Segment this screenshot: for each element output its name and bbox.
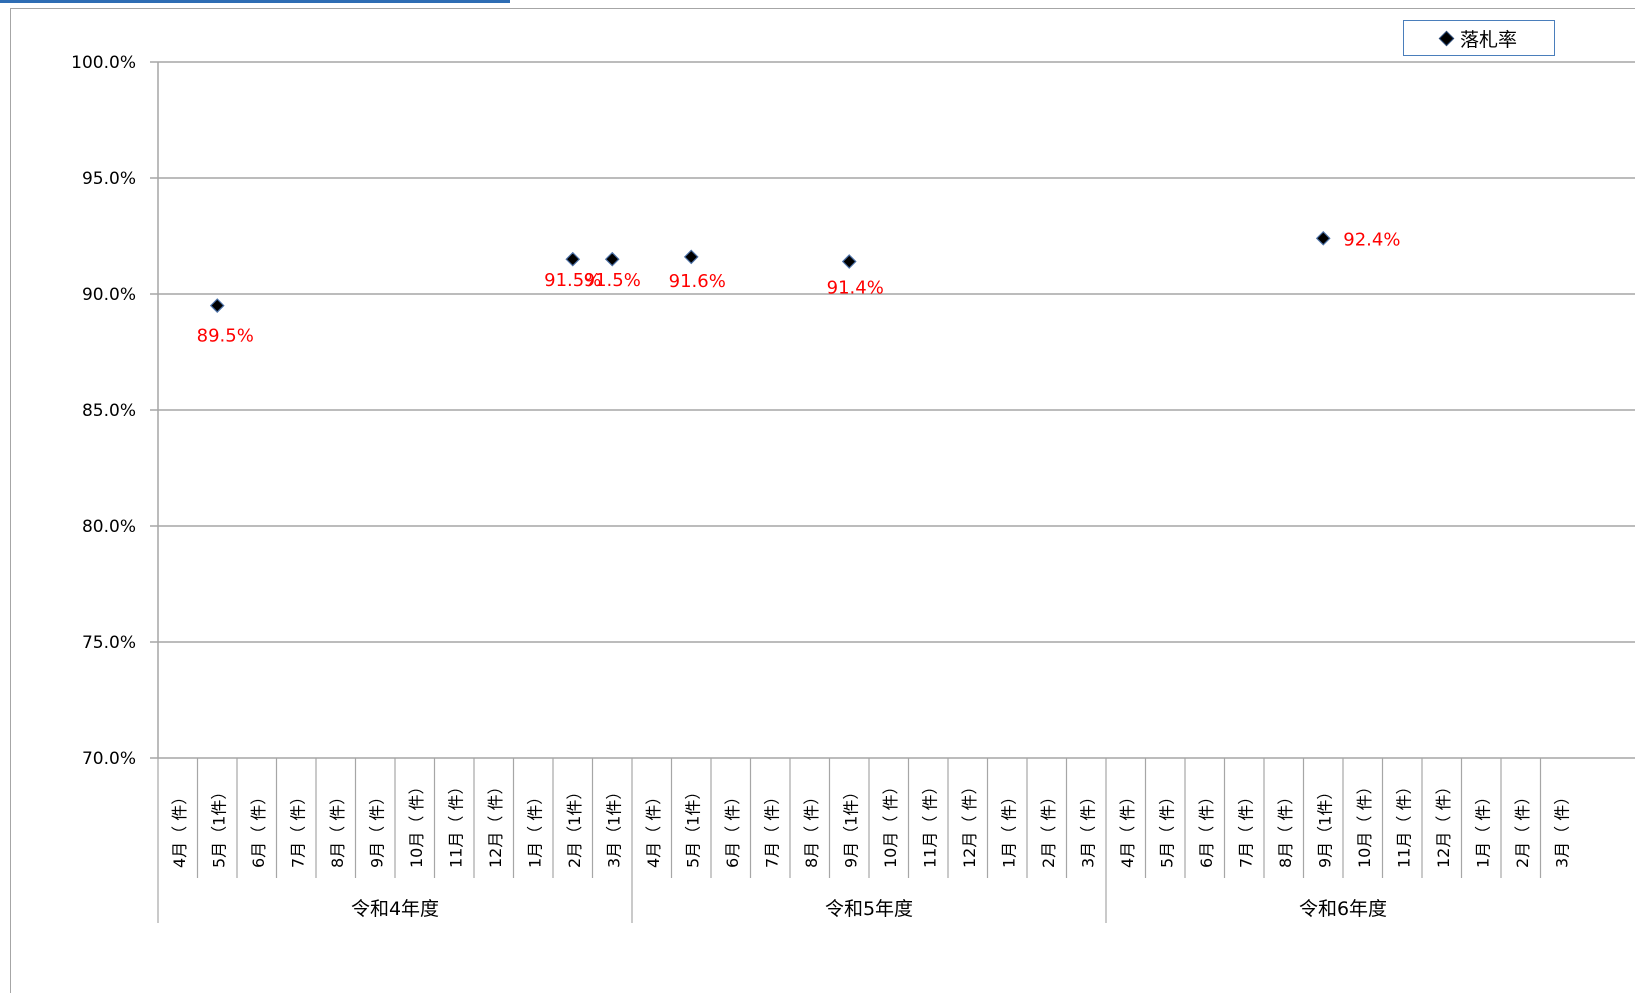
x-tick-label: 6月（ 件） (1197, 789, 1216, 868)
x-tick-label: 11月（ 件） (1394, 779, 1413, 868)
data-point (606, 253, 619, 266)
data-point (566, 253, 579, 266)
x-tick-label: 10月（ 件） (1355, 779, 1374, 868)
x-tick-label: 7月（ 件） (1236, 789, 1255, 868)
data-point (685, 250, 698, 263)
x-tick-label: 7月（ 件） (762, 789, 781, 868)
x-tick-label: 3月（1件） (604, 784, 623, 868)
y-tick-label: 70.0% (82, 749, 136, 769)
x-tick-label: 3月（ 件） (1552, 789, 1571, 868)
data-label: 92.4% (1343, 229, 1400, 250)
x-tick-label: 6月（ 件） (723, 789, 742, 868)
x-tick-label: 10月（ 件） (407, 779, 426, 868)
data-label: 89.5% (197, 326, 254, 347)
y-tick-label: 95.0% (82, 169, 136, 189)
x-tick-label: 8月（ 件） (802, 789, 821, 868)
data-point (843, 255, 856, 268)
y-tick-label: 80.0% (82, 517, 136, 537)
x-tick-label: 4月（ 件） (644, 789, 663, 868)
group-label: 令和6年度 (1299, 898, 1387, 920)
x-tick-label: 8月（ 件） (1276, 789, 1295, 868)
x-tick-label: 5月（1件） (683, 784, 702, 868)
legend-diamond-icon (1439, 30, 1455, 46)
data-label: 91.5% (584, 270, 641, 291)
x-tick-label: 8月（ 件） (328, 789, 347, 868)
x-tick-label: 9月（ 件） (367, 789, 386, 868)
x-tick-label: 9月（1件） (1315, 784, 1334, 868)
x-tick-label: 11月（ 件） (920, 779, 939, 868)
x-tick-label: 4月（ 件） (170, 789, 189, 868)
group-label: 令和5年度 (825, 898, 913, 920)
x-tick-label: 1月（ 件） (1473, 789, 1492, 868)
y-tick-label: 85.0% (82, 401, 136, 421)
y-tick-label: 75.0% (82, 633, 136, 653)
data-point (1317, 232, 1330, 245)
x-tick-label: 2月（ 件） (1039, 789, 1058, 868)
x-tick-label: 3月（ 件） (1078, 789, 1097, 868)
data-point (211, 299, 224, 312)
x-tick-label: 1月（ 件） (999, 789, 1018, 868)
x-tick-label: 5月（1件） (209, 784, 228, 868)
x-tick-label: 5月（ 件） (1157, 789, 1176, 868)
x-tick-label: 11月（ 件） (446, 779, 465, 868)
x-tick-label: 12月（ 件） (960, 779, 979, 868)
x-tick-label: 6月（ 件） (249, 789, 268, 868)
x-tick-label: 4月（ 件） (1118, 789, 1137, 868)
x-tick-label: 10月（ 件） (881, 779, 900, 868)
legend-label: 落札率 (1460, 25, 1517, 52)
x-tick-label: 9月（1件） (841, 784, 860, 868)
x-tick-label: 2月（ 件） (1513, 789, 1532, 868)
y-tick-label: 90.0% (82, 285, 136, 305)
y-tick-label: 100.0% (71, 53, 136, 73)
data-label: 91.4% (827, 278, 884, 299)
data-label: 91.6% (669, 271, 726, 292)
x-tick-label: 12月（ 件） (486, 779, 505, 868)
x-tick-label: 7月（ 件） (288, 789, 307, 868)
x-tick-label: 12月（ 件） (1434, 779, 1453, 868)
group-label: 令和4年度 (351, 898, 439, 920)
x-tick-label: 2月（1件） (565, 784, 584, 868)
chart-legend: 落札率 (1403, 20, 1555, 56)
x-tick-label: 1月（ 件） (525, 789, 544, 868)
